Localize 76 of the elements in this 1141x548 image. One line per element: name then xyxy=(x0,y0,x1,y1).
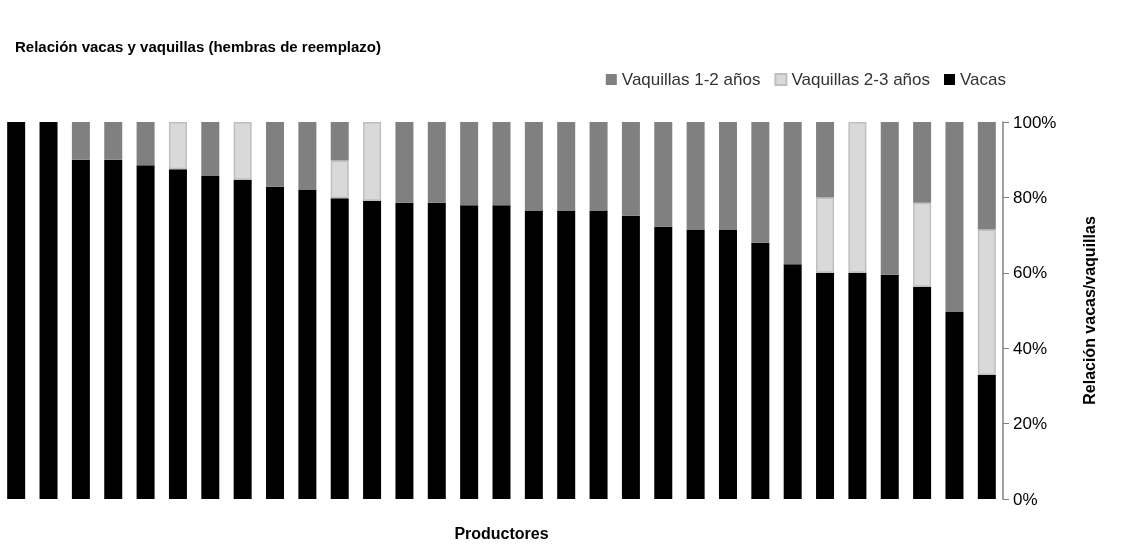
bar xyxy=(783,122,802,265)
bar xyxy=(816,197,835,273)
bar xyxy=(524,210,543,499)
chart-title: Relación vacas y vaquillas (hembras de reemplazo) xyxy=(15,38,381,55)
bar xyxy=(880,122,899,275)
bar xyxy=(104,122,123,160)
bar xyxy=(977,122,996,230)
bar xyxy=(7,122,26,499)
bar xyxy=(492,122,511,206)
bar xyxy=(330,198,349,499)
bar xyxy=(913,202,932,287)
bar xyxy=(427,122,446,203)
bar xyxy=(233,179,252,499)
bar xyxy=(136,165,155,499)
bar xyxy=(266,186,285,499)
bar xyxy=(654,226,673,499)
bar xyxy=(492,205,511,499)
legend-label: Vaquillas 1-2 años xyxy=(621,70,761,89)
bar xyxy=(654,122,673,227)
bar xyxy=(557,122,576,211)
bar xyxy=(460,205,479,499)
bar xyxy=(718,122,737,230)
bar xyxy=(395,202,414,499)
y-tick-label: 0% xyxy=(1013,489,1038,509)
y-tick-label: 20% xyxy=(1013,414,1048,434)
bar xyxy=(589,122,608,211)
bar xyxy=(751,242,770,499)
bar xyxy=(945,122,964,313)
legend-label: Vaquillas 2-3 años xyxy=(791,70,931,89)
bar xyxy=(71,122,90,160)
bar xyxy=(330,160,349,199)
bar xyxy=(298,189,317,499)
bar xyxy=(977,229,996,375)
bar xyxy=(557,210,576,499)
bar xyxy=(621,122,640,216)
bar xyxy=(104,159,123,499)
bar xyxy=(266,122,285,187)
bar xyxy=(718,229,737,499)
bar xyxy=(39,122,58,499)
bar xyxy=(168,169,187,499)
bar xyxy=(783,264,802,499)
bar xyxy=(460,122,479,206)
bar xyxy=(848,272,867,499)
y-tick-label: 100% xyxy=(1013,112,1057,132)
y-tick-label: 80% xyxy=(1013,187,1048,207)
bar xyxy=(686,122,705,230)
bar xyxy=(977,374,996,499)
bar xyxy=(816,122,835,198)
x-axis-title: Productores xyxy=(454,524,549,542)
bar xyxy=(330,122,349,161)
bar xyxy=(168,122,187,170)
bar xyxy=(71,159,90,499)
bar xyxy=(363,122,382,201)
bar xyxy=(686,229,705,499)
bar xyxy=(427,202,446,499)
bar xyxy=(621,215,640,499)
bar xyxy=(945,312,964,499)
bar xyxy=(136,122,155,166)
bar xyxy=(395,122,414,203)
y-tick-label: 60% xyxy=(1013,263,1048,283)
bar xyxy=(298,122,317,190)
bar xyxy=(524,122,543,211)
bar xyxy=(848,122,867,273)
bar xyxy=(201,122,220,176)
bar xyxy=(589,210,608,499)
bar xyxy=(913,286,932,499)
legend-label: Vacas xyxy=(960,70,1007,89)
bar xyxy=(816,272,835,499)
bar xyxy=(751,122,770,243)
bar xyxy=(201,175,220,499)
y-tick-label: 40% xyxy=(1013,338,1048,358)
bar xyxy=(880,274,899,499)
y-axis-title: Relación vacas/vaquillas xyxy=(1080,216,1098,405)
bar xyxy=(913,122,932,203)
bar xyxy=(233,122,252,180)
bar xyxy=(363,200,382,499)
